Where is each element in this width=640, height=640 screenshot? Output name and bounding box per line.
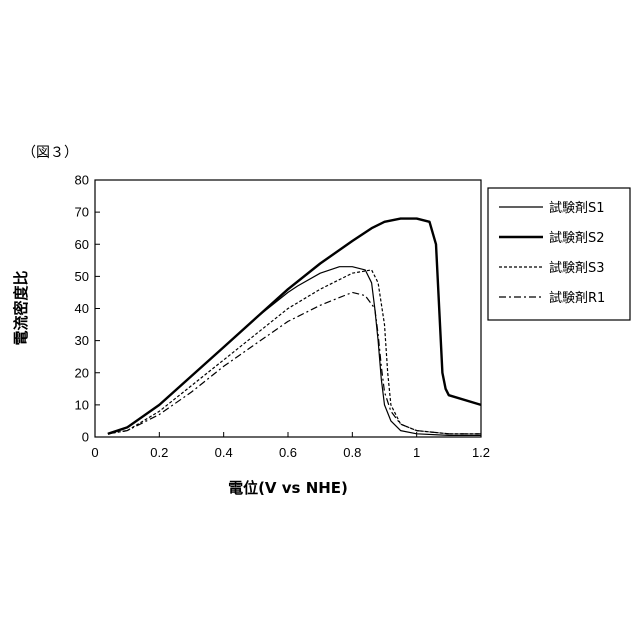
- y-tick-label: 20: [75, 365, 89, 380]
- x-tick-label: 0.4: [215, 445, 233, 460]
- x-tick-label: 1: [413, 445, 420, 460]
- legend-label: 試験剤S1: [549, 200, 605, 216]
- legend: 試験剤S1 試験剤S2 試験剤S3 試験剤R1: [488, 188, 630, 320]
- y-tick-label: 60: [75, 237, 89, 252]
- y-axis-title: 電流密度比: [12, 270, 30, 345]
- series-line-4: [108, 292, 481, 433]
- legend-label: 試験剤R1: [549, 290, 605, 306]
- legend-label: 試験剤S2: [549, 230, 605, 246]
- series-line-1: [108, 267, 481, 436]
- legend-label: 試験剤S3: [549, 260, 605, 276]
- x-tick-label: 0.8: [343, 445, 361, 460]
- y-axis-ticks: 0 10 20 30 40 50 60 70 80: [75, 173, 100, 445]
- x-tick-label: 0.2: [150, 445, 168, 460]
- y-tick-label: 40: [75, 301, 89, 316]
- x-tick-label: 0: [91, 445, 98, 460]
- x-axis-ticks: 0 0.2 0.4 0.6 0.8 1 1.2: [91, 432, 490, 460]
- y-tick-label: 30: [75, 333, 89, 348]
- series-line-3: [108, 270, 481, 434]
- y-tick-label: 50: [75, 269, 89, 284]
- series-line-2: [108, 219, 481, 434]
- x-tick-label: 1.2: [472, 445, 490, 460]
- y-tick-label: 80: [75, 173, 89, 188]
- x-tick-label: 0.6: [279, 445, 297, 460]
- y-tick-label: 10: [75, 397, 89, 412]
- x-axis-title: 電位(V vs NHE): [228, 479, 348, 497]
- y-tick-label: 70: [75, 205, 89, 220]
- series-layer: [108, 219, 481, 436]
- y-tick-label: 0: [82, 430, 89, 445]
